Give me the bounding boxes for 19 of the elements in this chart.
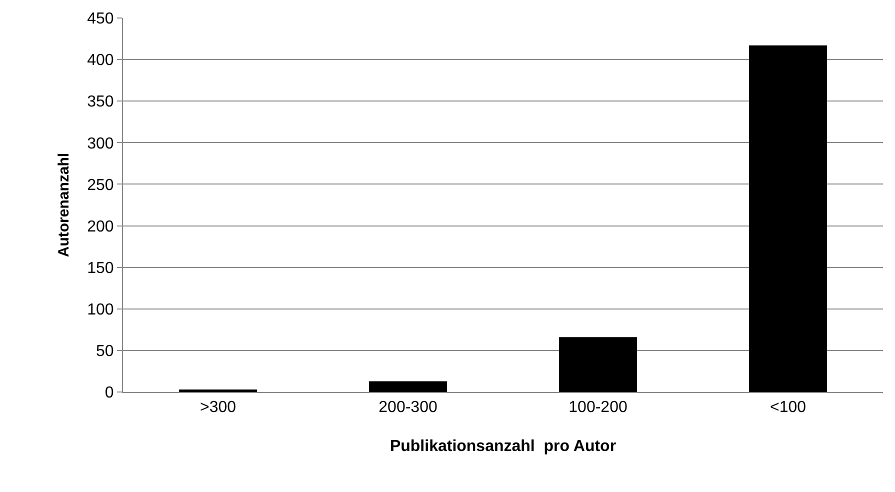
y-axis-title: Autorenanzahl [55,152,72,258]
y-tick-label: 150 [87,260,114,277]
x-tick-label: 100-200 [568,399,628,416]
y-tick-label: 300 [87,135,114,152]
y-tick-label: 450 [87,10,114,28]
y-tick-label: 0 [104,384,114,402]
x-tick-label: >300 [200,399,236,416]
x-tick-label: 200-300 [378,399,438,416]
bar [369,381,447,392]
y-tick-label: 50 [96,343,114,360]
bar [749,45,827,392]
y-tick-label: 100 [87,301,114,318]
x-axis-title: Publikationsanzahl pro Autor [390,438,616,455]
y-tick-label: 350 [87,94,114,111]
bar [559,337,637,392]
y-tick-label: 250 [87,176,114,194]
y-tick-label: 400 [87,52,114,70]
x-tick-label: <100 [770,399,806,416]
y-tick-label: 200 [87,218,114,236]
